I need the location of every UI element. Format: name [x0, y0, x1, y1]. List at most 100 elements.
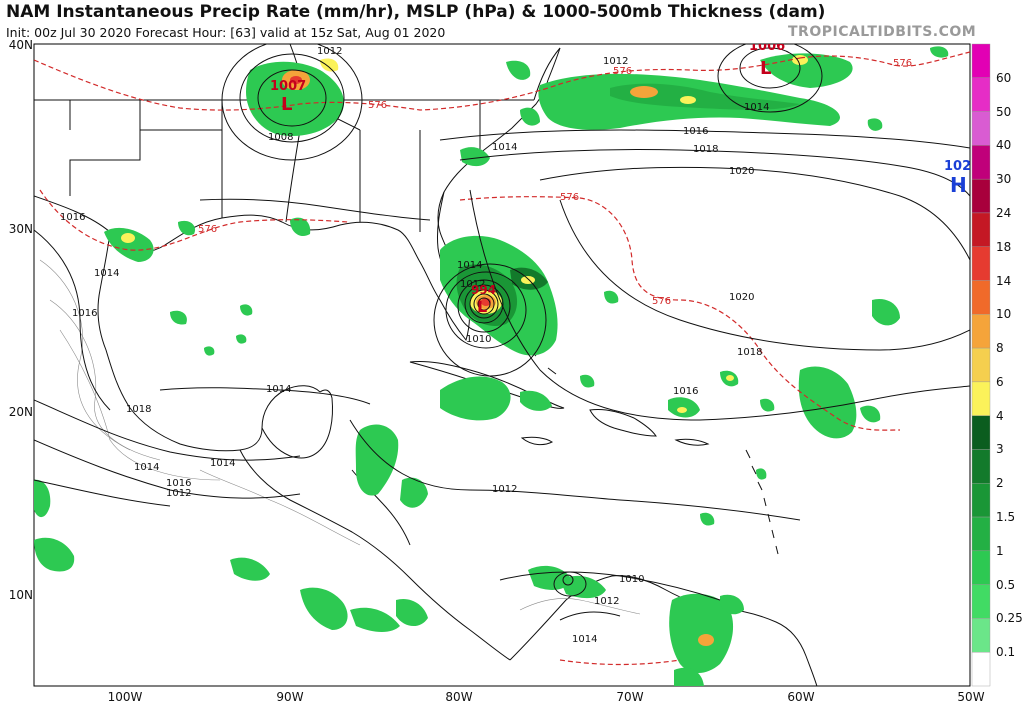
colorbar-label: 40 [996, 138, 1012, 153]
isobar-label: 1012 [460, 279, 485, 290]
colorbar-label: 4 [996, 408, 1004, 423]
page-title: NAM Instantaneous Precip Rate (mm/hr), M… [6, 2, 826, 22]
thickness-label: 576 [893, 58, 912, 69]
thickness-label: 576 [560, 192, 579, 203]
isobar-label: 1014 [266, 384, 291, 395]
low-center-value: 1007 [270, 79, 306, 94]
isobar-label: 1014 [134, 462, 159, 473]
colorbar-swatch [971, 516, 991, 552]
colorbar-swatch [971, 415, 991, 450]
isobar-label: 1014 [572, 634, 597, 645]
colorbar-swatch [971, 381, 991, 416]
isobar-label: 1016 [683, 126, 708, 137]
lon-label-70w: 70W [616, 690, 644, 704]
colorbar-label: 8 [996, 341, 1004, 356]
isobar-label: 1020 [729, 166, 754, 177]
colorbar-label: 1.5 [996, 510, 1016, 525]
thickness-contours [34, 51, 970, 666]
colorbar-swatch [971, 212, 991, 247]
colorbar-swatch [971, 178, 991, 214]
high-center-symbol: H [950, 173, 967, 197]
thickness-label: 576 [613, 66, 632, 77]
isobar-label: 1016 [60, 212, 85, 223]
colorbar-label: 50 [996, 104, 1012, 119]
colorbar-swatch [971, 550, 991, 585]
colorbar-swatch [971, 618, 991, 653]
isobar-label: 1014 [94, 268, 119, 279]
isobar-label: 1014 [210, 458, 235, 469]
low-center-symbol: L [760, 58, 771, 79]
colorbar-label: 2 [996, 476, 1004, 491]
terrain-contours [39, 259, 641, 615]
colorbar-swatch [971, 145, 991, 180]
forecast-subtitle: Init: 00z Jul 30 2020 Forecast Hour: [63… [6, 25, 446, 40]
thickness-label: 576 [368, 100, 387, 111]
colorbar-label: 10 [996, 307, 1012, 322]
isobars [34, 44, 970, 621]
isobar-label: 1014 [492, 142, 517, 153]
colorbar-swatch [971, 77, 991, 112]
isobar-label: 1010 [466, 334, 491, 345]
colorbar-label: 6 [996, 374, 1004, 389]
isobar-label: 1012 [594, 596, 619, 607]
lon-label-80w: 80W [445, 690, 473, 704]
isobar-label: 1012 [603, 56, 628, 67]
isobar-label: 1014 [744, 102, 769, 113]
low-center-symbol: L [281, 94, 292, 115]
colorbar-swatch [971, 43, 991, 78]
thickness-labels: 576 576 576 576 576 576 [198, 58, 912, 307]
colorbar-label: 14 [996, 273, 1012, 288]
isobar-label: 1010 [619, 574, 644, 585]
colorbar-label: 0.25 [996, 611, 1023, 626]
colorbar-label: 0.1 [996, 645, 1016, 660]
colorbar [971, 43, 991, 687]
isobar-label: 1008 [268, 132, 293, 143]
colorbar-swatch [971, 246, 991, 281]
isobar-label: 1016 [72, 308, 97, 319]
colorbar-label: 60 [996, 70, 1012, 85]
colorbar-swatch [971, 483, 991, 518]
high-center-value: 102 [944, 159, 971, 174]
low-center-value: 1006 [749, 39, 785, 54]
colorbar-label: 0.5 [996, 577, 1016, 592]
colorbar-swatch [971, 111, 991, 146]
colorbar-swatch [971, 652, 991, 687]
colorbar-swatch [971, 314, 991, 349]
lon-label-100w: 100W [107, 690, 143, 704]
lat-label-40n: 40N [8, 38, 33, 52]
isobar-label: 1014 [457, 260, 482, 271]
isobar-label: 1018 [737, 347, 762, 358]
low-center-symbol: L [477, 297, 487, 316]
precip-areas [34, 46, 949, 686]
thickness-label: 576 [198, 224, 217, 235]
isobar-label: 1012 [492, 484, 517, 495]
isobar-label: 1012 [317, 46, 342, 57]
low-center-value: 994 [471, 283, 496, 297]
isobar-label: 1016 [673, 386, 698, 397]
colorbar-swatch [971, 449, 991, 484]
lon-label-50w: 50W [957, 690, 985, 704]
isobar-labels: 1012 1012 1014 1016 1018 1020 1020 1018 … [60, 46, 769, 645]
thickness-label: 576 [652, 296, 671, 307]
colorbar-swatch [971, 584, 991, 619]
isobar-label: 1018 [693, 144, 718, 155]
colorbar-label: 1 [996, 543, 1004, 558]
isobar-label: 1020 [729, 292, 754, 303]
lon-label-90w: 90W [276, 690, 304, 704]
lon-label-60w: 60W [787, 690, 815, 704]
colorbar-label: 24 [996, 205, 1012, 220]
brand-watermark: TROPICALTIDBITS.COM [788, 24, 977, 40]
isobar-label: 1018 [126, 404, 151, 415]
colorbar-label: 3 [996, 442, 1004, 457]
map-background [33, 43, 971, 687]
isobar-label: 1012 [166, 488, 191, 499]
lat-label-30n: 30N [8, 222, 33, 236]
lat-label-20n: 20N [8, 405, 33, 419]
colorbar-label: 30 [996, 172, 1012, 187]
pressure-centers: 1007 L 1006 L 994 L 102 H [270, 39, 971, 316]
colorbar-swatch [971, 347, 991, 383]
colorbar-swatch [971, 280, 991, 315]
colorbar-label: 18 [996, 239, 1012, 254]
isobar-label: 1016 [166, 478, 191, 489]
